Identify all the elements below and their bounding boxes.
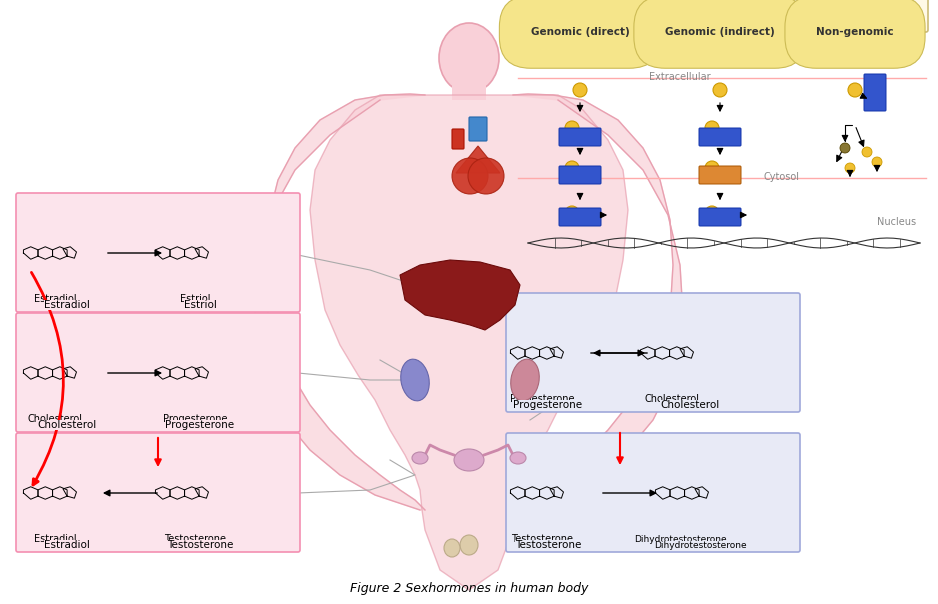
Text: Cholesterol: Cholesterol [660,400,719,410]
FancyBboxPatch shape [16,313,300,432]
Text: Estradiol: Estradiol [34,534,76,544]
Polygon shape [310,95,628,590]
FancyBboxPatch shape [699,166,741,184]
FancyBboxPatch shape [864,74,886,111]
Polygon shape [255,94,425,510]
Text: Non-genomic: Non-genomic [816,27,894,37]
Ellipse shape [460,535,478,555]
FancyBboxPatch shape [506,293,800,412]
Circle shape [705,161,719,175]
Ellipse shape [412,452,428,464]
FancyBboxPatch shape [506,433,800,552]
Text: Testosterone: Testosterone [164,534,226,544]
Text: Progesterone: Progesterone [163,414,227,424]
FancyBboxPatch shape [452,129,464,149]
Text: Testosterone: Testosterone [511,534,573,544]
Polygon shape [456,146,500,173]
Ellipse shape [510,452,526,464]
Circle shape [565,121,579,135]
Text: Testosterone: Testosterone [167,540,234,550]
FancyBboxPatch shape [16,433,300,552]
FancyBboxPatch shape [469,117,487,141]
Text: Cholesterol: Cholesterol [27,414,83,424]
Bar [452,80,486,100]
Ellipse shape [510,359,539,401]
Ellipse shape [454,449,484,471]
FancyBboxPatch shape [699,208,741,226]
FancyBboxPatch shape [516,0,928,32]
Text: Dihydrotestosterone: Dihydrotestosterone [634,535,726,544]
FancyBboxPatch shape [559,208,601,226]
Text: Cytosol: Cytosol [764,172,800,182]
Text: Dihydrotestosterone: Dihydrotestosterone [654,541,747,550]
Text: Progesterone: Progesterone [513,400,582,410]
Circle shape [705,206,719,220]
Text: Genomic (direct): Genomic (direct) [531,27,629,37]
Ellipse shape [401,359,430,401]
Text: Progesterone: Progesterone [509,394,574,404]
Text: Extracellular: Extracellular [649,72,711,82]
Text: Testosterone: Testosterone [515,540,582,550]
Circle shape [845,163,855,173]
Circle shape [468,158,504,194]
Text: Estradiol: Estradiol [34,294,76,304]
Text: Genomic (indirect): Genomic (indirect) [665,27,775,37]
FancyBboxPatch shape [699,128,741,146]
FancyBboxPatch shape [559,128,601,146]
Circle shape [705,121,719,135]
Polygon shape [400,260,520,330]
Text: Estradiol: Estradiol [44,540,90,550]
Circle shape [872,157,882,167]
Ellipse shape [444,539,460,557]
Circle shape [565,206,579,220]
Text: Estriol: Estriol [184,300,217,310]
Circle shape [848,83,862,97]
Circle shape [713,83,727,97]
FancyBboxPatch shape [16,193,300,312]
Text: Progesterone: Progesterone [165,420,234,430]
Text: Estradiol: Estradiol [44,300,90,310]
Circle shape [565,161,579,175]
Text: Cholesterol: Cholesterol [644,394,700,404]
Text: Nucleus: Nucleus [877,217,916,227]
FancyBboxPatch shape [559,166,601,184]
Circle shape [573,83,587,97]
Circle shape [452,158,488,194]
Circle shape [862,147,872,157]
Circle shape [840,143,850,153]
Text: Estriol: Estriol [180,294,210,304]
Ellipse shape [439,23,499,93]
Text: Figure 2 Sexhormones in human body: Figure 2 Sexhormones in human body [350,582,588,595]
Polygon shape [513,94,683,510]
Text: Cholesterol: Cholesterol [38,420,97,430]
